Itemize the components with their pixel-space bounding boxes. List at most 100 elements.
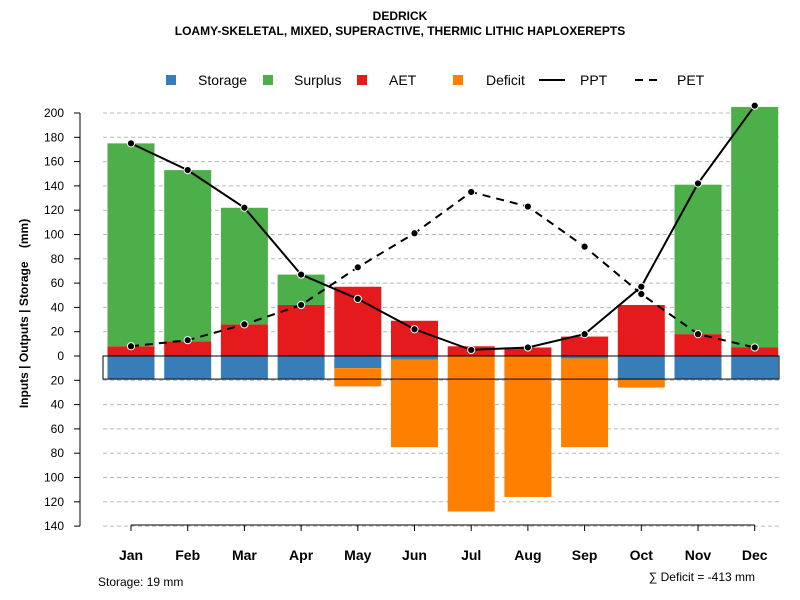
- y-tick-label-8: 40: [51, 300, 65, 314]
- y-tick-label-9: 20: [51, 325, 65, 339]
- ppt-point-may: [353, 294, 362, 303]
- legend-swatch-surplus: [263, 75, 273, 85]
- legend-swatch-deficit: [453, 75, 463, 85]
- bar-surplus-apr: [277, 274, 325, 305]
- ppt-point-apr: [297, 270, 306, 279]
- ppt-point-jul: [467, 345, 476, 355]
- y-tick-label-15: 100: [44, 471, 64, 485]
- bar-deficit-may: [334, 368, 382, 387]
- bar-storage-nov: [674, 356, 722, 380]
- y-tick-label-4: 120: [44, 203, 64, 217]
- pet-point-nov: [693, 330, 703, 339]
- ppt-point-nov: [693, 179, 703, 188]
- y-tick-label-0: 200: [44, 106, 64, 120]
- x-tick-label-apr: Apr: [289, 547, 314, 563]
- pet-line: [130, 190, 755, 349]
- bar-storage-dec: [731, 356, 779, 380]
- ppt-point-oct: [637, 282, 646, 291]
- bar-storage-may: [334, 356, 382, 369]
- bar-surplus-mar: [220, 207, 268, 325]
- legend-label-surplus: Surplus: [294, 72, 341, 88]
- pet-point-apr: [297, 300, 306, 310]
- ppt-point-aug: [523, 343, 533, 352]
- ppt-line: [130, 105, 756, 351]
- x-tick-label-jul: Jul: [461, 547, 481, 563]
- pet-point-jun: [410, 229, 419, 238]
- bar-deficit-jul: [447, 356, 495, 512]
- y-tick-label-10: 0: [57, 349, 64, 363]
- y-tick-label-5: 100: [44, 228, 64, 242]
- bar-aet-dec: [731, 347, 779, 356]
- x-tick-label-aug: Aug: [514, 547, 541, 563]
- legend-swatch-storage: [166, 75, 176, 85]
- ppt-point-feb: [183, 166, 192, 175]
- bar-storage-apr: [277, 356, 325, 380]
- bar-storage-jan: [107, 356, 155, 380]
- legend-swatch-aet: [357, 75, 367, 85]
- pet-point-may: [353, 263, 362, 272]
- x-tick-label-mar: Mar: [232, 547, 257, 563]
- deficit-footnote: ∑ Deficit = -413 mm: [648, 570, 755, 584]
- bar-storage-sep: [561, 356, 609, 359]
- bar-surplus-feb: [164, 170, 212, 342]
- legend-label-pet: PET: [677, 72, 705, 88]
- pet-point-mar: [240, 320, 249, 329]
- bar-aet-oct: [617, 304, 665, 356]
- pet-point-oct: [637, 289, 646, 299]
- x-tick-label-may: May: [344, 547, 371, 563]
- bar-surplus-nov: [674, 184, 722, 335]
- storage-capacity-box: [102, 355, 780, 380]
- pet-point-feb: [183, 336, 192, 345]
- x-tick-label-jun: Jun: [402, 547, 427, 563]
- y-tick-label-11: 20: [51, 373, 65, 387]
- bar-aet-apr: [277, 304, 325, 356]
- pet-point-sep: [580, 242, 589, 251]
- pet-point-jul: [467, 187, 476, 197]
- x-tick-label-sep: Sep: [572, 547, 598, 563]
- bar-deficit-sep: [561, 358, 609, 448]
- pet-point-dec: [750, 343, 759, 352]
- x-tick-label-oct: Oct: [630, 547, 654, 563]
- x-tick-label-feb: Feb: [175, 547, 200, 563]
- x-tick-label-dec: Dec: [742, 547, 768, 563]
- bar-deficit-aug: [504, 356, 552, 497]
- bar-aet-jan: [107, 346, 155, 356]
- ppt-point-sep: [580, 330, 589, 339]
- bar-storage-feb: [164, 356, 212, 380]
- y-tick-label-17: 140: [44, 519, 64, 533]
- bar-aet-sep: [561, 336, 609, 356]
- bar-deficit-oct: [617, 379, 665, 388]
- storage-footnote: Storage: 19 mm: [98, 575, 184, 589]
- chart-subtitle: LOAMY-SKELETAL, MIXED, SUPERACTIVE, THER…: [174, 24, 626, 38]
- y-axis-title: Inputs | Outputs | Storage (mm): [17, 219, 31, 408]
- ppt-point-dec: [750, 101, 759, 110]
- bar-aet-aug: [504, 347, 552, 356]
- bar-deficit-jun: [391, 359, 438, 448]
- chart-title: DEDRICK: [372, 9, 428, 23]
- legend-label-ppt: PPT: [580, 72, 608, 88]
- y-tick-label-12: 40: [51, 398, 65, 412]
- ppt-point-mar: [240, 203, 249, 212]
- bar-surplus-dec: [731, 106, 779, 348]
- y-tick-label-6: 80: [51, 252, 65, 266]
- ppt-point-jan: [126, 139, 136, 148]
- y-tick-label-1: 180: [44, 130, 64, 144]
- ppt-point-jun: [410, 325, 419, 334]
- y-tick-label-13: 60: [51, 422, 65, 436]
- bar-storage-jun: [391, 356, 438, 360]
- y-tick-label-16: 120: [44, 495, 64, 509]
- y-tick-label-7: 60: [51, 276, 65, 290]
- legend-label-storage: Storage: [198, 72, 247, 88]
- bar-aet-feb: [164, 341, 212, 356]
- bar-aet-nov: [674, 334, 722, 356]
- y-tick-label-2: 160: [44, 155, 64, 169]
- x-tick-label-nov: Nov: [685, 547, 712, 563]
- bar-surplus-jan: [107, 143, 155, 347]
- y-tick-label-3: 140: [44, 179, 64, 193]
- bar-storage-oct: [617, 356, 665, 380]
- legend-label-deficit: Deficit: [486, 72, 525, 88]
- y-tick-label-14: 80: [51, 446, 65, 460]
- legend-label-aet: AET: [389, 72, 417, 88]
- bar-storage-mar: [220, 356, 268, 380]
